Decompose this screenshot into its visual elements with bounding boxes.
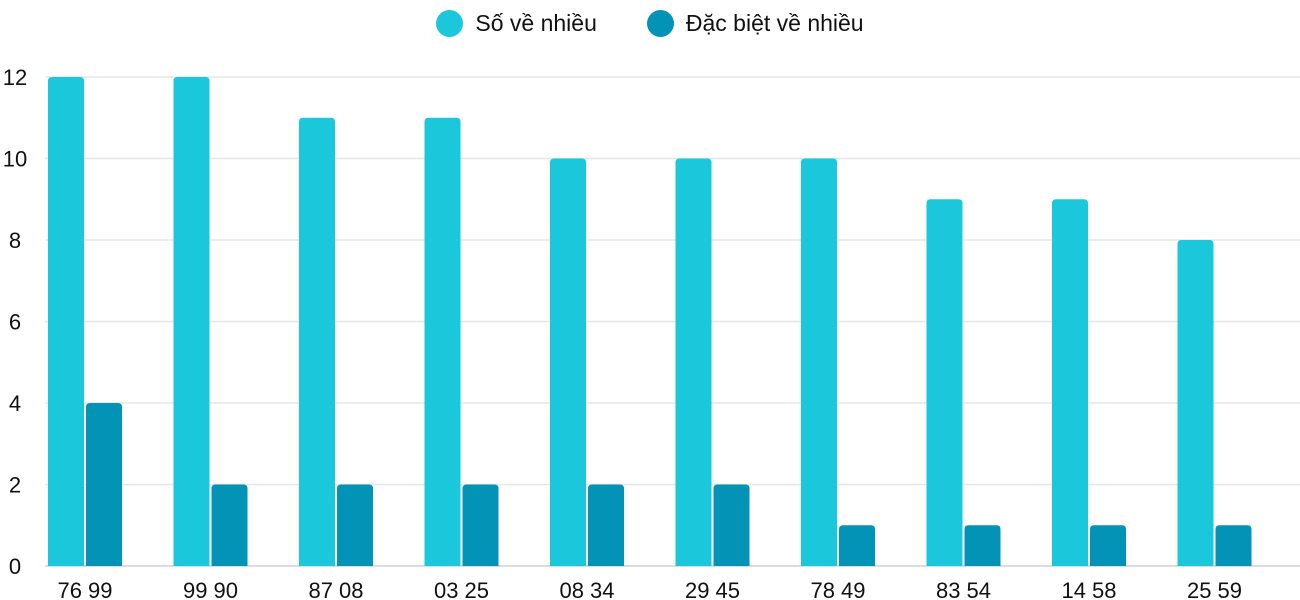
y-tick-label: 8 [9,228,21,253]
y-tick-label: 2 [9,473,21,498]
bar [1090,525,1126,566]
bar [1215,525,1252,566]
bar [299,117,335,566]
bar [424,117,461,566]
bar [1177,240,1214,566]
x-tick-label: 76 99 [57,578,112,600]
bar [86,403,122,566]
y-tick-label: 4 [9,391,21,416]
x-tick-label: 87 08 [308,578,363,600]
bar [713,484,750,566]
y-tick-label: 10 [3,147,27,172]
bar [926,199,963,566]
bar [211,484,248,566]
legend-item-dac-biet-ve-nhieu[interactable]: Đặc biệt về nhiều [646,10,864,37]
y-tick-label: 6 [9,310,21,335]
x-tick-label: 29 45 [685,578,740,600]
bar [462,484,499,566]
bar [964,525,1001,566]
bar [48,77,84,566]
x-tick-label: 83 54 [936,578,991,600]
x-tick-label: 08 34 [559,578,614,600]
x-tick-label: 25 59 [1187,578,1242,600]
legend-swatch-icon [436,10,464,37]
legend-label: Đặc biệt về nhiều [685,10,864,36]
legend: Số về nhiều Đặc biệt về nhiều [0,10,1300,37]
bar [1052,199,1088,566]
bar [675,158,712,566]
bar [839,525,875,566]
bar [588,484,624,566]
x-tick-label: 78 49 [810,578,865,600]
legend-label: Số về nhiều [475,10,597,36]
bar [550,158,586,566]
legend-swatch-icon [646,10,674,37]
bar [337,484,373,566]
x-tick-label: 99 90 [183,578,238,600]
y-tick-label: 0 [9,554,21,579]
x-tick-label: 14 58 [1061,578,1116,600]
legend-item-so-ve-nhieu[interactable]: Số về nhiều [436,10,597,37]
bar [801,158,837,566]
x-tick-label: 03 25 [434,578,489,600]
y-tick-label: 12 [3,65,27,90]
bar [173,77,210,566]
